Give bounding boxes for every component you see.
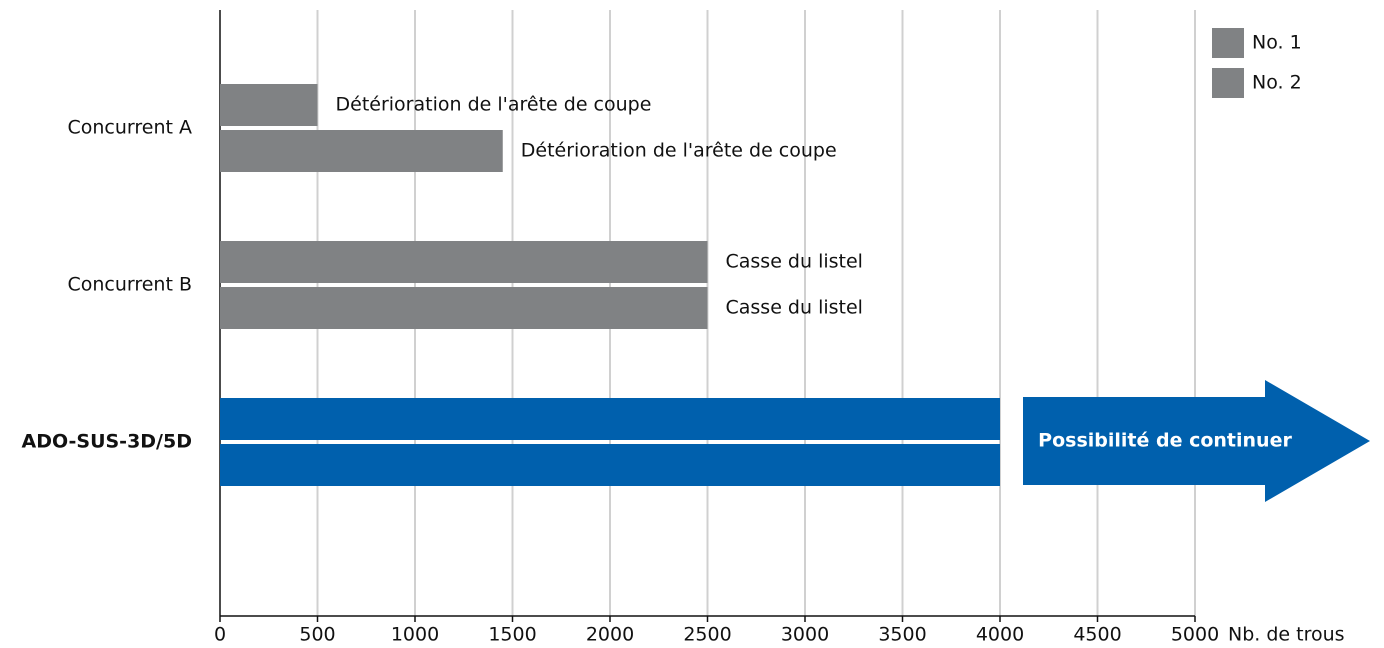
- x-tick-label: 1000: [391, 624, 439, 646]
- data-label: Casse du listel: [726, 251, 863, 273]
- continue-arrow: [1023, 380, 1370, 502]
- bar: [220, 444, 1000, 486]
- x-tick-label: 1500: [488, 624, 536, 646]
- x-tick-label: 2000: [586, 624, 634, 646]
- x-tick-label: 3500: [878, 624, 926, 646]
- x-tick-label: 4000: [976, 624, 1024, 646]
- legend-swatch: [1212, 28, 1244, 58]
- x-tick-label: 500: [299, 624, 335, 646]
- x-axis-label: Nb. de trous: [1228, 624, 1345, 646]
- x-tick-label: 2500: [683, 624, 731, 646]
- data-label: Détérioration de l'arête de coupe: [521, 140, 837, 162]
- bar: [220, 84, 318, 126]
- bar: [220, 287, 708, 329]
- bar: [220, 398, 1000, 440]
- data-label: Casse du listel: [726, 297, 863, 319]
- bar: [220, 130, 503, 172]
- data-label: Détérioration de l'arête de coupe: [336, 94, 652, 116]
- y-tick-label: Concurrent A: [67, 117, 192, 139]
- annotation: Possibilité de continuer: [1038, 430, 1292, 452]
- y-tick-label: ADO-SUS-3D/5D: [22, 431, 192, 453]
- x-tick-label: 3000: [781, 624, 829, 646]
- legend-label: No. 2: [1252, 72, 1302, 94]
- x-tick-label: 4500: [1073, 624, 1121, 646]
- legend-label: No. 1: [1252, 32, 1302, 54]
- x-tick-label: 0: [214, 624, 226, 646]
- y-tick-label: Concurrent B: [67, 274, 192, 296]
- bar: [220, 241, 708, 283]
- legend-swatch: [1212, 68, 1244, 98]
- x-tick-label: 5000: [1171, 624, 1219, 646]
